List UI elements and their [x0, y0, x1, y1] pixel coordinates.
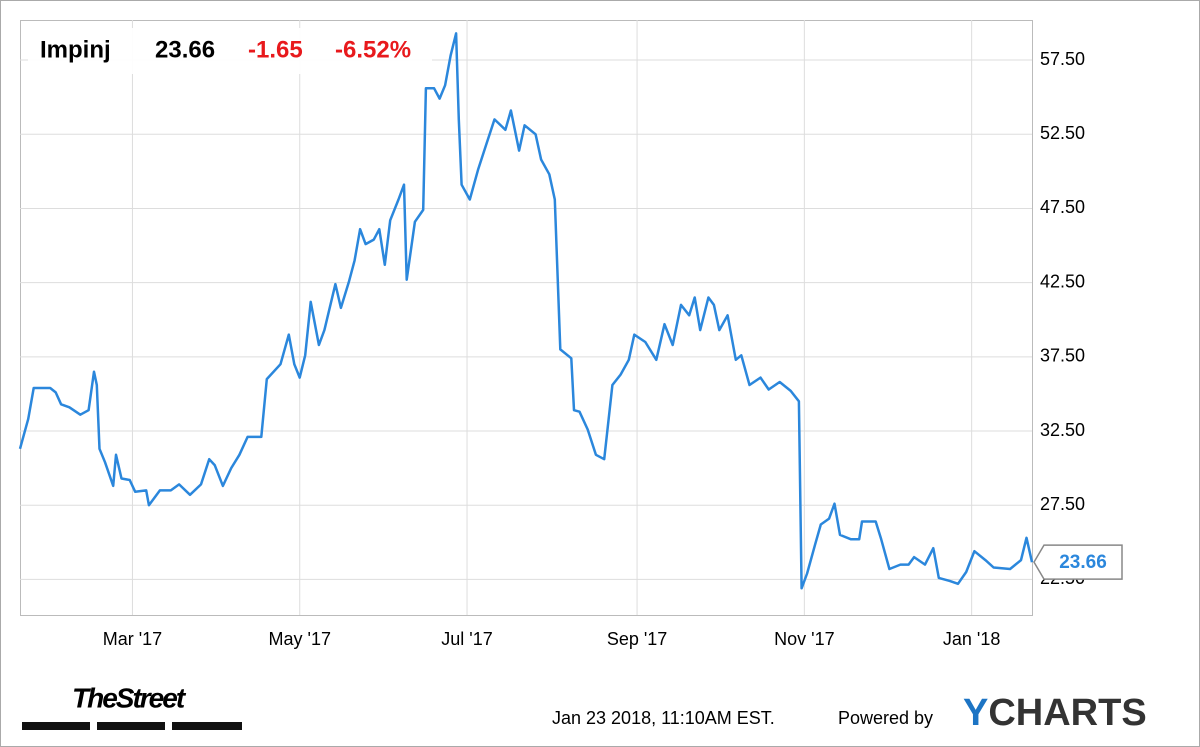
brand: YCHARTS	[963, 692, 1147, 734]
source-logo: TheStreet	[72, 682, 187, 713]
y-tick-label: 47.50	[1040, 197, 1085, 217]
x-tick-label: Nov '17	[774, 629, 834, 649]
header-change-pct: -6.52%	[335, 36, 411, 63]
last-value-flag	[1033, 544, 1123, 580]
y-tick-label: 37.50	[1040, 346, 1085, 366]
y-tick-label: 27.50	[1040, 494, 1085, 514]
y-tick-label: 57.50	[1040, 49, 1085, 69]
logo-bar	[22, 722, 90, 730]
header-price: 23.66	[155, 36, 215, 63]
timestamp: Jan 23 2018, 11:10AM EST.	[552, 708, 775, 728]
last-value-label: 23.66	[1059, 552, 1107, 573]
header-change: -1.65	[248, 36, 303, 63]
y-tick-label: 32.50	[1040, 420, 1085, 440]
brand-rest: CHARTS	[988, 692, 1146, 734]
header-box	[28, 28, 432, 74]
header-name: Impinj	[40, 36, 111, 63]
x-tick-label: Jul '17	[441, 629, 492, 649]
marks	[18, 32, 1034, 590]
price-line	[18, 32, 1034, 590]
x-tick-label: Jan '18	[943, 629, 1000, 649]
plot-area	[20, 20, 1033, 616]
brand-initial: Y	[963, 692, 988, 734]
grid	[20, 20, 1032, 615]
x-tick-label: Mar '17	[103, 629, 162, 649]
y-tick-label: 42.50	[1040, 271, 1085, 291]
x-tick-label: May '17	[269, 629, 331, 649]
powered-by: Powered by	[838, 708, 933, 728]
y-tick-label: 52.50	[1040, 123, 1085, 143]
logo-bar	[172, 722, 242, 730]
x-tick-label: Sep '17	[607, 629, 668, 649]
logo-bar	[97, 722, 165, 730]
